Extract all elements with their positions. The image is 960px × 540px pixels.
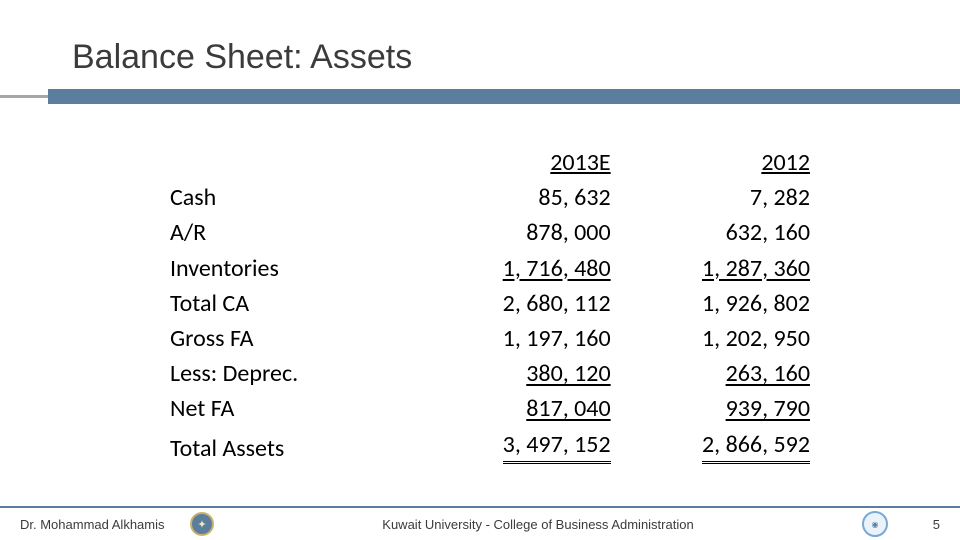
row-value-2013e: 878, 000 [411,215,610,250]
row-label: Cash [170,180,411,215]
table-header-2013e: 2013E [411,145,610,180]
row-label: Total Assets [170,427,411,466]
row-value-2012: 1, 926, 802 [611,286,810,321]
table-row: Total Assets3, 497, 1522, 866, 592 [170,427,810,466]
accreditation-icon: ◉ [862,511,888,537]
row-value-2012: 1, 202, 950 [611,321,810,356]
page-title: Balance Sheet: Assets [72,38,960,77]
table-row: Inventories1, 716, 4801, 287, 360 [170,251,810,286]
row-value-2013e: 817, 040 [411,391,610,426]
row-label: Net FA [170,391,411,426]
row-value-2013e: 85, 632 [411,180,610,215]
balance-sheet-table: 2013E2012Cash85, 6327, 282A/R878, 000632… [170,145,810,466]
row-value-2012: 1, 287, 360 [611,251,810,286]
row-value-2012: 632, 160 [611,215,810,250]
row-value-2013e: 3, 497, 152 [411,427,610,466]
university-seal-icon: ✦ [190,512,214,536]
table-row: Cash85, 6327, 282 [170,180,810,215]
row-label: Total CA [170,286,411,321]
table-row: Gross FA1, 197, 1601, 202, 950 [170,321,810,356]
row-label: Inventories [170,251,411,286]
page-number: 5 [928,517,960,532]
row-label: Gross FA [170,321,411,356]
row-value-2012: 263, 160 [611,356,810,391]
table-row: Less: Deprec.380, 120263, 160 [170,356,810,391]
row-value-2013e: 380, 120 [411,356,610,391]
footer-center: Kuwait University - College of Business … [214,517,862,532]
row-value-2012: 7, 282 [611,180,810,215]
row-value-2013e: 2, 680, 112 [411,286,610,321]
title-rule [0,89,960,104]
row-label: A/R [170,215,411,250]
table-row: Net FA817, 040939, 790 [170,391,810,426]
table-row: A/R878, 000632, 160 [170,215,810,250]
table-header-empty [170,145,411,180]
row-label: Less: Deprec. [170,356,411,391]
table-header-2012: 2012 [611,145,810,180]
row-value-2013e: 1, 716, 480 [411,251,610,286]
row-value-2012: 2, 866, 592 [611,427,810,466]
row-value-2013e: 1, 197, 160 [411,321,610,356]
footer-author: Dr. Mohammad Alkhamis [0,517,190,532]
table-row: Total CA2, 680, 1121, 926, 802 [170,286,810,321]
slide-footer: Dr. Mohammad Alkhamis ✦ Kuwait Universit… [0,506,960,540]
row-value-2012: 939, 790 [611,391,810,426]
